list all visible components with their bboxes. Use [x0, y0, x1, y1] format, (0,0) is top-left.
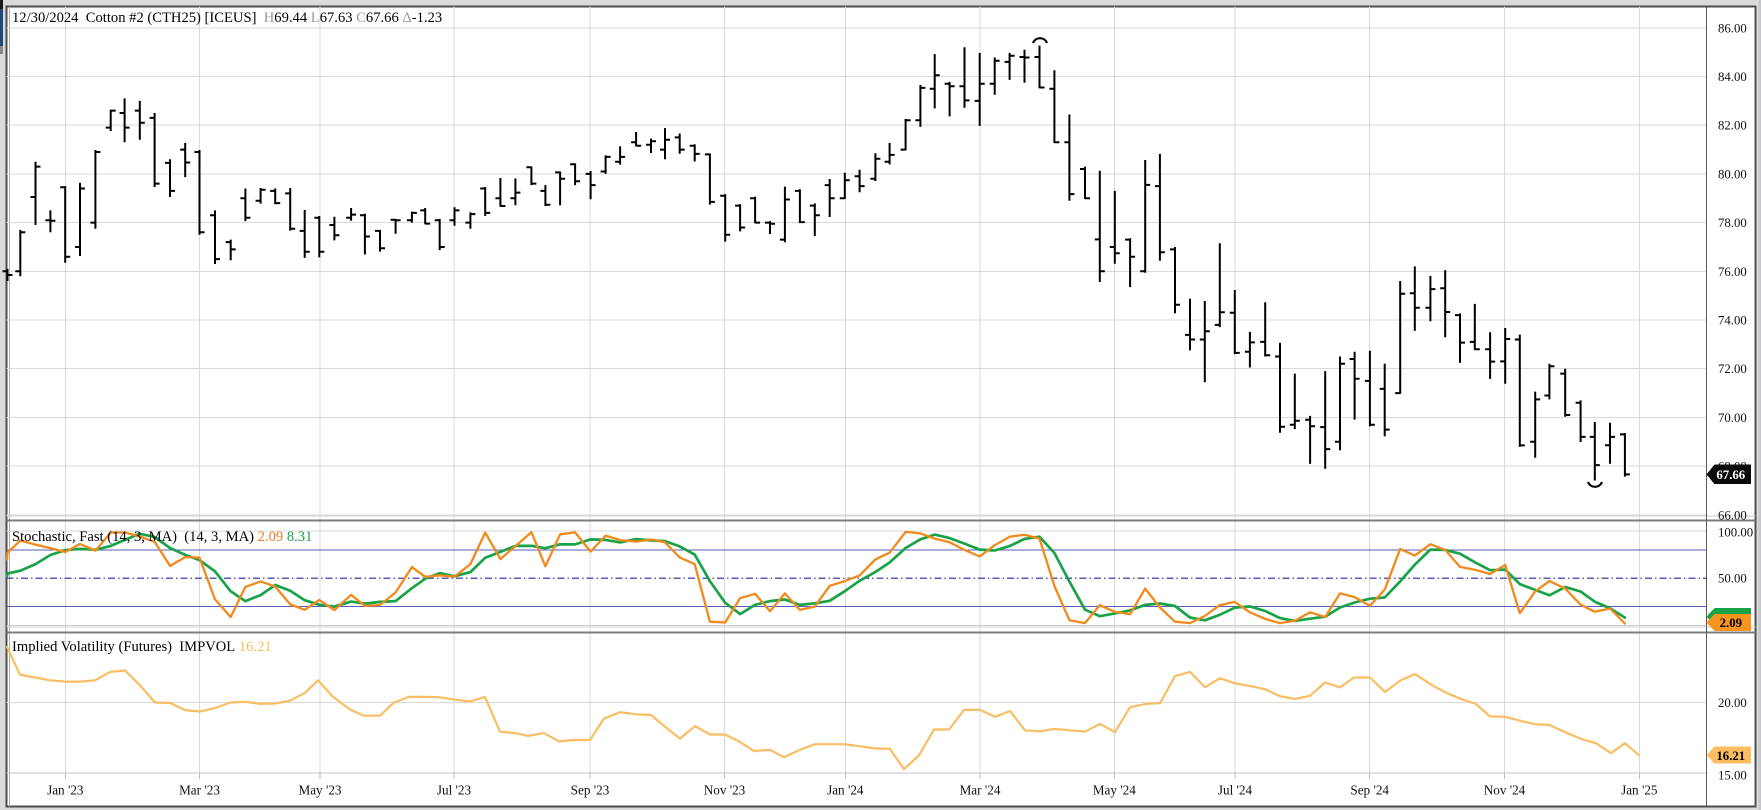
- svg-text:82.00: 82.00: [1718, 119, 1747, 133]
- svg-text:Jul '23: Jul '23: [437, 783, 472, 798]
- svg-text:Stochastic, Fast (14, 3, MA): Stochastic, Fast (14, 3, MA) (14, 3, MA)…: [12, 529, 312, 545]
- svg-text:16.21: 16.21: [1716, 749, 1745, 763]
- svg-text:72.00: 72.00: [1718, 362, 1747, 376]
- svg-text:76.00: 76.00: [1718, 265, 1747, 279]
- svg-text:80.00: 80.00: [1718, 167, 1747, 181]
- svg-text:Sep '24: Sep '24: [1350, 783, 1389, 798]
- svg-text:74.00: 74.00: [1718, 314, 1747, 328]
- svg-text:Jan '23: Jan '23: [47, 783, 84, 798]
- svg-text:67.66: 67.66: [1716, 468, 1745, 482]
- svg-text:50.00: 50.00: [1718, 572, 1747, 586]
- svg-text:Implied Volatility (Futures): Implied Volatility (Futures) IMPVOL 16.2…: [12, 639, 272, 655]
- svg-text:70.00: 70.00: [1718, 411, 1747, 425]
- svg-text:Nov '23: Nov '23: [704, 783, 746, 798]
- svg-text:2.09: 2.09: [1720, 616, 1742, 630]
- svg-text:May '23: May '23: [298, 783, 341, 798]
- svg-text:100.00: 100.00: [1718, 526, 1753, 540]
- svg-text:12/30/2024 Cotton #2 (CTH25): 12/30/2024 Cotton #2 (CTH25) [ICEUS] H69…: [12, 10, 442, 26]
- svg-text:Jan '24: Jan '24: [827, 783, 864, 798]
- svg-text:78.00: 78.00: [1718, 216, 1747, 230]
- svg-text:15.00: 15.00: [1718, 769, 1747, 783]
- svg-text:Jul '24: Jul '24: [1218, 783, 1253, 798]
- svg-text:Nov '24: Nov '24: [1484, 783, 1526, 798]
- svg-text:66.00: 66.00: [1718, 508, 1747, 522]
- svg-text:May '24: May '24: [1093, 783, 1136, 798]
- svg-text:Mar '24: Mar '24: [960, 783, 1001, 798]
- svg-text:20.00: 20.00: [1718, 696, 1747, 710]
- svg-text:86.00: 86.00: [1718, 21, 1747, 35]
- svg-text:84.00: 84.00: [1718, 70, 1747, 84]
- svg-text:Jan '25: Jan '25: [1621, 783, 1658, 798]
- svg-text:Sep '23: Sep '23: [571, 783, 610, 798]
- svg-text:Mar '23: Mar '23: [179, 783, 220, 798]
